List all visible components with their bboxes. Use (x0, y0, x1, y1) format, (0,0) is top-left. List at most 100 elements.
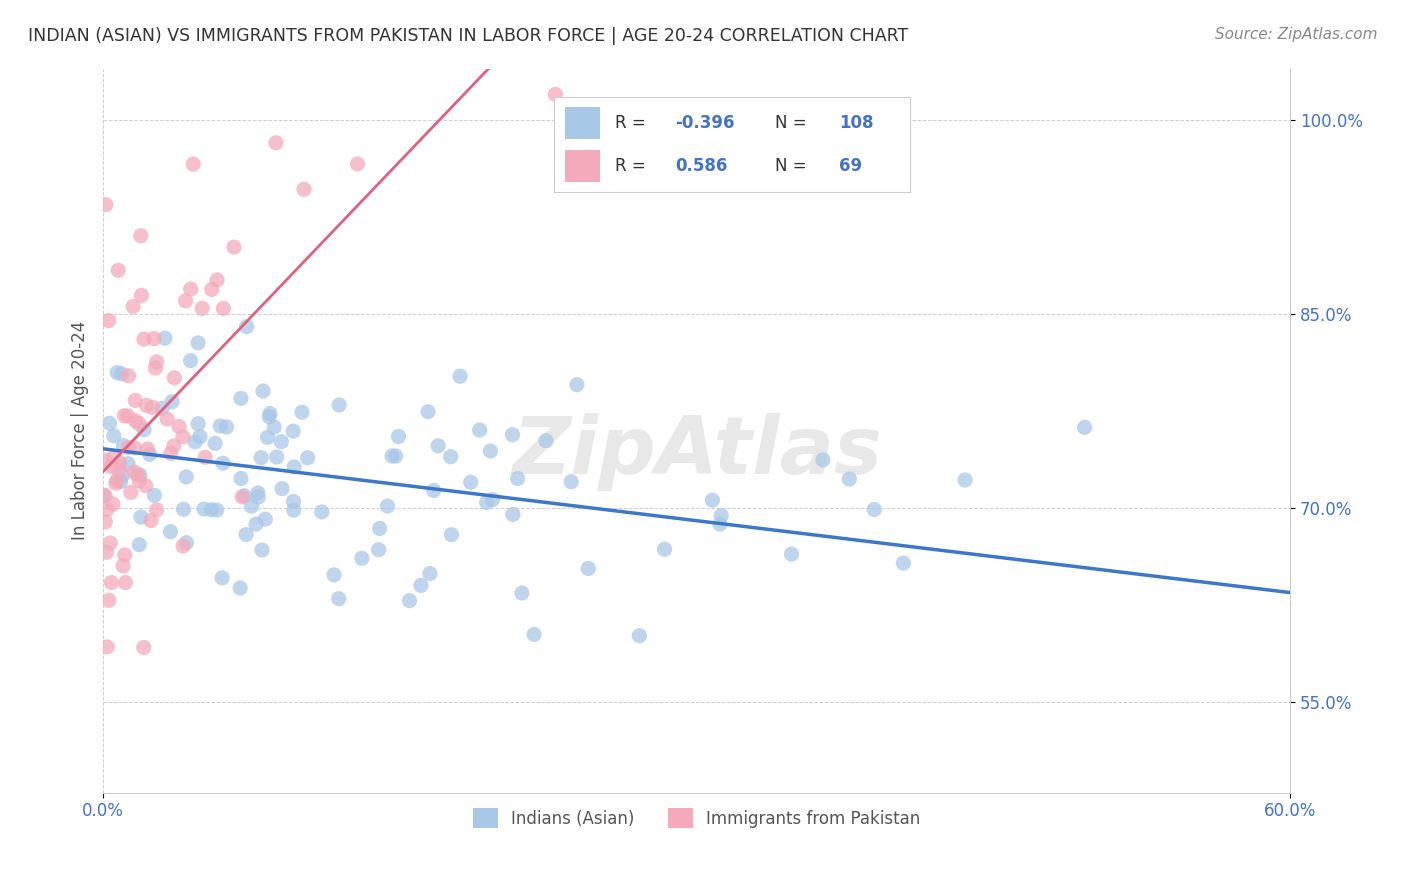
Point (328, 591, 350, 606)
Point (257, 409, 280, 424)
Point (145, 361, 167, 376)
Point (101, 497, 124, 511)
Point (193, 502, 215, 516)
Point (204, 436, 226, 450)
Point (283, 424, 305, 438)
Point (266, 450, 288, 464)
Point (212, 456, 235, 470)
Point (427, 439, 450, 453)
Legend: Indians (Asian), Immigrants from Pakistan: Indians (Asian), Immigrants from Pakista… (467, 801, 927, 835)
Point (153, 331, 176, 345)
Point (132, 423, 155, 437)
Point (893, 556, 915, 570)
Point (114, 575, 136, 590)
Point (283, 503, 305, 517)
Point (710, 508, 733, 523)
Point (136, 442, 159, 456)
Point (205, 273, 228, 287)
Point (377, 499, 399, 513)
Point (838, 472, 860, 486)
Point (311, 505, 333, 519)
Point (184, 434, 207, 449)
Point (191, 301, 214, 316)
Point (138, 447, 160, 461)
Point (96, 545, 118, 559)
Point (270, 434, 292, 449)
Point (111, 468, 134, 483)
Point (398, 593, 420, 607)
Point (481, 492, 503, 507)
Point (419, 566, 441, 581)
Point (200, 502, 222, 516)
Point (107, 464, 129, 478)
Point (167, 419, 190, 434)
Point (229, 581, 252, 595)
Point (159, 446, 181, 460)
Point (114, 548, 136, 562)
Point (212, 301, 235, 316)
Point (654, 542, 676, 557)
Point (132, 640, 155, 655)
Point (97, 593, 120, 607)
Text: INDIAN (ASIAN) VS IMMIGRANTS FROM PAKISTAN IN LABOR FORCE | AGE 20-24 CORRELATIO: INDIAN (ASIAN) VS IMMIGRANTS FROM PAKIST… (28, 27, 908, 45)
Point (96, 640, 118, 654)
Point (107, 263, 129, 277)
Point (188, 429, 211, 443)
Point (112, 409, 135, 423)
Point (163, 370, 186, 384)
Point (173, 502, 195, 516)
Point (112, 439, 135, 453)
Point (367, 542, 389, 557)
Y-axis label: In Labor Force | Age 20-24: In Labor Force | Age 20-24 (72, 321, 89, 541)
Point (416, 405, 439, 419)
Point (98, 417, 121, 431)
Point (297, 450, 319, 465)
Point (100, 575, 122, 590)
Point (117, 441, 139, 455)
Point (222, 240, 245, 254)
Point (112, 558, 135, 573)
Point (181, 157, 204, 171)
Point (235, 319, 257, 334)
Point (211, 571, 233, 585)
Point (256, 430, 278, 444)
Point (98, 536, 121, 550)
Point (129, 510, 152, 524)
Point (271, 482, 294, 496)
Point (143, 332, 166, 346)
Point (94, 515, 117, 529)
Point (187, 417, 209, 431)
Point (440, 450, 463, 464)
Point (141, 401, 163, 415)
Point (565, 377, 588, 392)
Point (449, 369, 471, 384)
Point (124, 441, 146, 455)
Point (122, 300, 145, 314)
Point (702, 493, 724, 508)
Point (163, 439, 186, 453)
Point (501, 427, 523, 442)
Point (544, 87, 567, 102)
Point (291, 405, 314, 419)
Point (110, 367, 132, 381)
Point (108, 456, 131, 470)
Point (215, 420, 238, 434)
Text: Source: ZipAtlas.com: Source: ZipAtlas.com (1215, 27, 1378, 42)
Point (323, 568, 346, 582)
Point (122, 465, 145, 479)
Point (229, 471, 252, 485)
Point (128, 417, 150, 431)
Point (387, 429, 409, 443)
Point (135, 398, 157, 412)
Point (506, 471, 529, 485)
Point (174, 293, 197, 308)
Point (150, 401, 173, 416)
Point (104, 476, 127, 491)
Point (110, 475, 132, 489)
Point (117, 368, 139, 383)
Point (460, 475, 482, 490)
Point (172, 430, 194, 444)
Point (240, 499, 263, 513)
Point (709, 517, 731, 532)
Point (124, 393, 146, 408)
